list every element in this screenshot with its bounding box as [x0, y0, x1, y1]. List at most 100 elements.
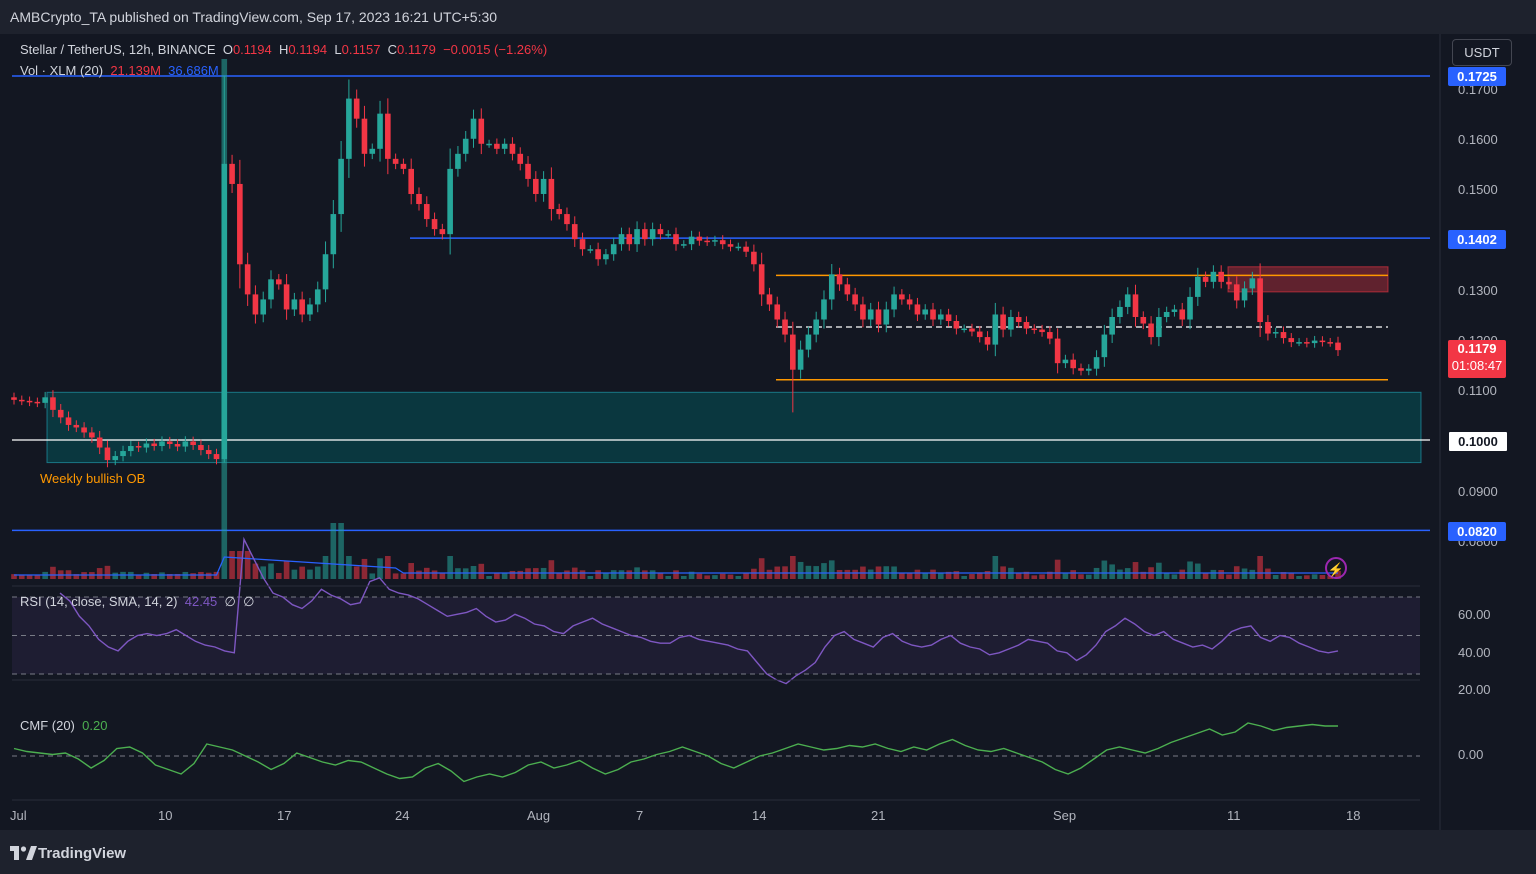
candle-body	[751, 251, 757, 265]
candle-body	[953, 321, 960, 329]
candle-body	[1124, 294, 1131, 307]
volume-bar	[836, 569, 843, 579]
volume-bar	[797, 561, 804, 579]
price-tick: 0.1600	[1458, 132, 1498, 147]
candle-body	[790, 334, 796, 370]
volume-bar	[828, 560, 835, 579]
candle-body	[478, 118, 485, 144]
volume-bar	[1101, 560, 1108, 579]
candle-body	[455, 153, 461, 169]
candle-body	[564, 214, 570, 225]
candle-body	[1272, 332, 1279, 334]
rsi-label: RSI (14, close, SMA, 14, 2)	[20, 594, 178, 609]
chart-svg[interactable]	[0, 34, 1536, 830]
candle-body	[353, 98, 360, 119]
volume-bar	[992, 556, 999, 579]
rsi-legend: RSI (14, close, SMA, 14, 2) 42.45 ∅ ∅	[20, 594, 254, 610]
volume-bar	[626, 570, 633, 579]
candle-body	[1226, 281, 1232, 285]
level-label-1725: 0.1725	[1448, 67, 1506, 86]
volume-bar	[727, 574, 734, 579]
lightning-icon[interactable]: ⚡	[1325, 557, 1347, 579]
candle-body	[766, 294, 773, 305]
candle-body	[283, 284, 290, 310]
volume-bar	[844, 569, 851, 579]
candle-body	[1109, 316, 1115, 335]
candle-body	[385, 113, 391, 159]
level-label-1402: 0.1402	[1448, 230, 1506, 249]
volume-bar	[704, 575, 710, 579]
x-tick: 18	[1346, 808, 1361, 823]
candle-body	[899, 294, 905, 300]
candle-body	[1093, 357, 1100, 369]
volume-bar	[112, 572, 119, 579]
candle-body	[758, 264, 765, 295]
volume-bar	[1319, 574, 1326, 579]
volume-bar	[416, 570, 422, 579]
volume-bar	[314, 566, 321, 579]
volume-bar	[587, 576, 594, 579]
price-tick: 0.0900	[1458, 484, 1498, 499]
volume-bar	[790, 556, 796, 579]
candle-body	[369, 148, 376, 154]
volume-bar	[914, 569, 921, 579]
candle-body	[34, 401, 41, 404]
candle-body	[1117, 306, 1123, 317]
ob-annotation: Weekly bullish OB	[40, 471, 146, 486]
candle-body	[120, 451, 126, 457]
cmf-legend: CMF (20) 0.20	[20, 718, 107, 733]
cmf-line	[13, 722, 1338, 783]
volume-bar	[237, 551, 243, 579]
volume-bar	[174, 573, 181, 579]
volume-bar	[509, 570, 516, 579]
candles	[11, 76, 1341, 468]
price-legend: Stellar / TetherUS, 12h, BINANCE O0.1194…	[20, 42, 547, 57]
candle-body	[649, 229, 656, 240]
candle-body	[1195, 276, 1201, 297]
volume-bar	[166, 573, 173, 579]
chart-area[interactable]	[0, 34, 1536, 830]
volume-bar	[548, 560, 555, 579]
candle-body	[198, 445, 204, 451]
candle-body	[556, 209, 562, 215]
volume-bar	[852, 569, 858, 579]
candle-body	[213, 454, 220, 460]
volume-bar	[867, 569, 874, 579]
candle-body	[50, 397, 56, 410]
x-tick: 24	[395, 808, 410, 823]
volume-bar	[1117, 569, 1123, 579]
volume-bar	[930, 569, 936, 579]
candle-body	[237, 183, 243, 265]
price-tick: 0.1300	[1458, 283, 1498, 298]
volume-bar	[1311, 574, 1318, 579]
candle-body	[244, 264, 251, 295]
level-label-1000: 0.1000	[1448, 431, 1508, 452]
volume-bar	[1023, 571, 1030, 579]
candle-body	[174, 444, 181, 447]
volume-bar	[766, 569, 773, 579]
volume-bar	[11, 574, 17, 579]
candle-body	[128, 446, 134, 452]
candle-body	[377, 113, 383, 149]
volume-bar	[377, 558, 383, 579]
volume-bar	[283, 560, 290, 579]
close-value: 0.1179	[397, 42, 436, 57]
volume-bar	[439, 573, 446, 579]
volume-bar	[953, 571, 960, 579]
indicator-panes	[12, 34, 1441, 830]
candle-body	[1210, 271, 1217, 282]
currency-button[interactable]: USDT	[1452, 39, 1512, 66]
candle-body	[891, 294, 897, 310]
volume-bar	[501, 573, 508, 579]
candle-body	[151, 443, 157, 447]
volume-bar	[564, 570, 570, 579]
volume-bar	[346, 556, 352, 579]
candle-body	[665, 234, 672, 236]
volume-bar	[307, 569, 313, 579]
candle-body	[1008, 316, 1014, 330]
volume-bar	[50, 566, 56, 579]
volume-bar	[945, 571, 952, 579]
candle-body	[135, 446, 142, 448]
candle-body	[533, 178, 539, 194]
volume-bar	[392, 573, 399, 579]
